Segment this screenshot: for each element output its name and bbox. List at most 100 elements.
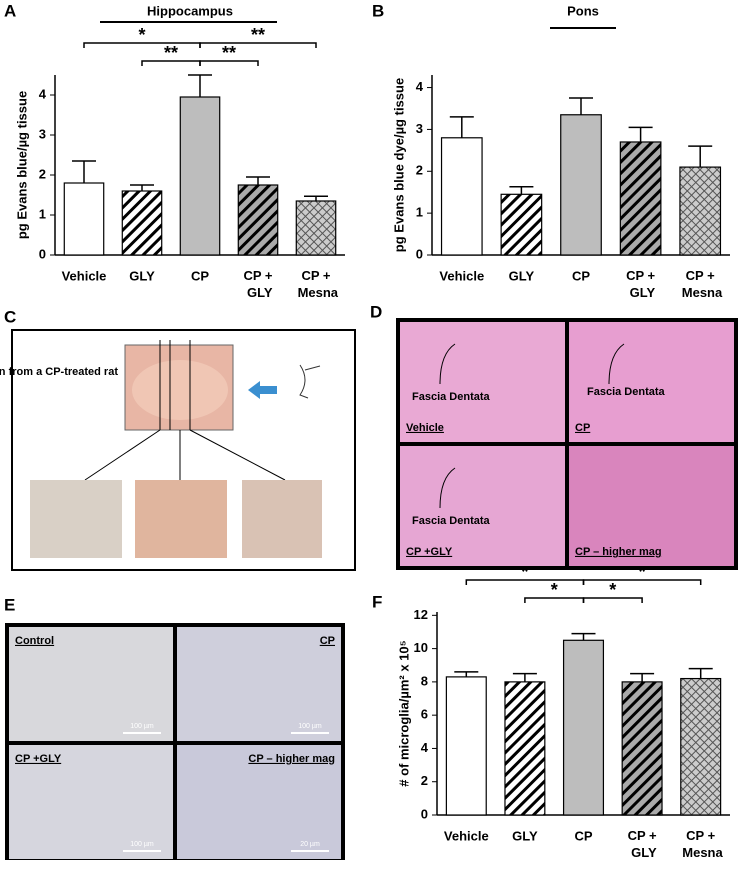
bar bbox=[504, 681, 546, 816]
arrow bbox=[439, 343, 456, 385]
y-tick-label: 0 bbox=[416, 246, 423, 261]
arrow bbox=[439, 467, 456, 509]
x-tick-label-line: GLY bbox=[628, 845, 657, 860]
y-axis-label: # of microglia/µm² x 10⁵ bbox=[396, 640, 411, 787]
section bbox=[242, 480, 322, 558]
bar bbox=[63, 182, 105, 256]
bar bbox=[679, 166, 722, 256]
x-tick-label: CP + GLY bbox=[243, 268, 272, 300]
x-tick-label: CP + Mesna bbox=[679, 828, 724, 860]
x-tick-label: CP bbox=[572, 268, 590, 283]
y-tick-label: 4 bbox=[416, 79, 424, 94]
x-tick-label-line: GLY bbox=[626, 285, 655, 300]
chart-title: Hippocampus bbox=[147, 3, 233, 18]
y-tick-label: 10 bbox=[414, 640, 428, 655]
tile-caption: CP +GLY bbox=[15, 753, 62, 765]
y-tick-label: 2 bbox=[421, 773, 428, 788]
y-axis-label: pg Evans blue/µg tissue bbox=[14, 91, 29, 239]
micrograph bbox=[177, 627, 341, 741]
micrograph bbox=[9, 627, 173, 741]
micrograph bbox=[9, 745, 173, 859]
x-tick-label-line: CP + bbox=[243, 268, 272, 283]
significance-bracket bbox=[199, 42, 317, 48]
significance-label: * bbox=[639, 562, 646, 582]
x-tick-label-line: Mesna bbox=[294, 285, 339, 300]
y-tick-label: 6 bbox=[421, 707, 428, 722]
micrograph bbox=[177, 745, 341, 859]
tile-caption: CP bbox=[320, 635, 335, 647]
tile-caption: CP – higher mag bbox=[248, 753, 335, 765]
x-tick-label-line: CP + bbox=[301, 268, 330, 283]
x-tick-label-line: CP + bbox=[686, 268, 715, 283]
eye-icon bbox=[299, 364, 321, 399]
x-tick-label-line: CP + bbox=[626, 268, 655, 283]
scale-label: 20 µm bbox=[300, 841, 320, 848]
y-tick-label: 4 bbox=[39, 86, 47, 101]
x-tick-label: GLY bbox=[129, 268, 155, 283]
significance-label: * bbox=[521, 562, 528, 582]
significance-label: ** bbox=[164, 43, 178, 63]
significance-bracket bbox=[199, 60, 259, 66]
x-tick-label-line: Mesna bbox=[678, 285, 723, 300]
bar bbox=[445, 676, 487, 816]
bar bbox=[237, 184, 279, 256]
x-tick-label: Vehicle bbox=[439, 268, 484, 283]
bar bbox=[621, 681, 663, 816]
tile-caption: CP +GLY bbox=[406, 546, 453, 558]
arrow bbox=[608, 343, 625, 385]
chart-title: Pons bbox=[567, 3, 599, 18]
x-tick-label-line: GLY bbox=[243, 285, 272, 300]
x-tick-label: CP bbox=[574, 828, 592, 843]
annotation: Fascia Dentata bbox=[587, 386, 666, 398]
y-tick-label: 3 bbox=[39, 126, 46, 141]
y-tick-label: 0 bbox=[39, 246, 46, 261]
x-tick-label: CP + GLY bbox=[628, 828, 657, 860]
y-tick-label: 12 bbox=[414, 607, 428, 622]
x-tick-label: Vehicle bbox=[444, 828, 489, 843]
significance-label: * bbox=[609, 580, 616, 600]
bar bbox=[680, 677, 722, 816]
tile-caption: CP bbox=[575, 422, 590, 434]
micrograph bbox=[400, 446, 565, 566]
y-tick-label: 0 bbox=[421, 806, 428, 821]
panel-label: D bbox=[370, 302, 382, 321]
x-tick-label: GLY bbox=[509, 268, 535, 283]
bar bbox=[121, 190, 163, 256]
section bbox=[135, 480, 227, 558]
arrow bbox=[248, 381, 260, 399]
y-tick-label: 3 bbox=[416, 121, 423, 136]
bar bbox=[179, 96, 221, 256]
x-tick-label-line: Mesna bbox=[679, 845, 724, 860]
bar bbox=[619, 141, 662, 256]
significance-label: ** bbox=[251, 25, 265, 45]
significance-bracket bbox=[582, 597, 643, 603]
x-tick-label: CP + Mesna bbox=[294, 268, 339, 300]
x-tick-label: CP + GLY bbox=[626, 268, 655, 300]
bar bbox=[560, 114, 602, 256]
y-tick-label: 1 bbox=[39, 206, 46, 221]
caption: Brain from a CP-treated rat bbox=[0, 366, 118, 378]
tile-caption: Control bbox=[15, 635, 54, 647]
significance-label: * bbox=[551, 580, 558, 600]
significance-label: * bbox=[138, 25, 145, 45]
x-tick-label-line: CP + bbox=[686, 828, 715, 843]
x-tick-label: CP bbox=[191, 268, 209, 283]
tile-caption: CP – higher mag bbox=[575, 546, 662, 558]
bar bbox=[500, 193, 543, 256]
significance-label: ** bbox=[222, 43, 236, 63]
x-tick-label-line: CP + bbox=[628, 828, 657, 843]
y-tick-label: 2 bbox=[416, 163, 423, 178]
bar bbox=[295, 200, 337, 256]
y-axis-label: pg Evans blue dye/µg tissue bbox=[391, 78, 406, 252]
bar bbox=[440, 137, 483, 256]
scale-label: 100 µm bbox=[298, 723, 322, 730]
x-tick-label: CP + Mesna bbox=[678, 268, 723, 300]
micrograph bbox=[569, 446, 734, 566]
micrograph bbox=[400, 322, 565, 442]
panel-label: E bbox=[4, 595, 15, 614]
y-tick-label: 8 bbox=[421, 673, 428, 688]
y-tick-label: 4 bbox=[421, 740, 429, 755]
panel-label: A bbox=[4, 1, 16, 20]
panel-label: C bbox=[4, 307, 16, 326]
